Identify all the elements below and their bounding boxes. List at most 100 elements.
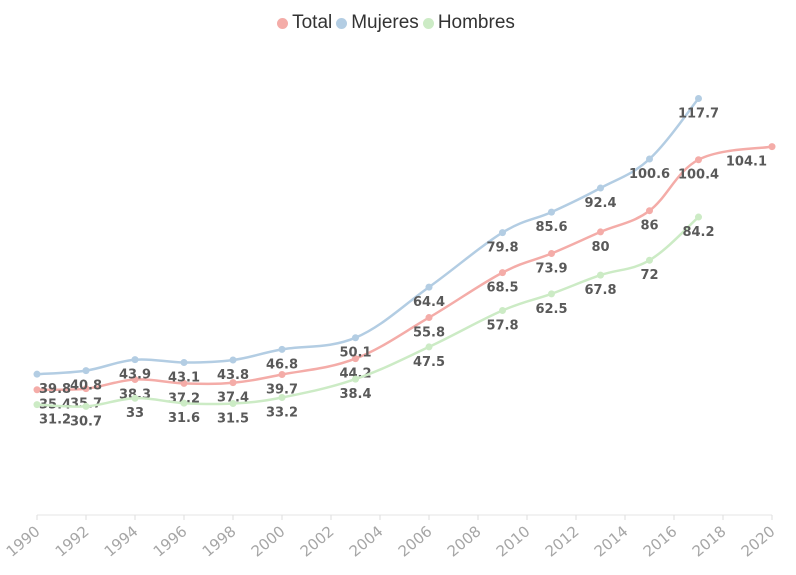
data-label-hombres: 33.2 <box>266 406 298 421</box>
data-label-hombres: 84.2 <box>682 225 714 240</box>
data-point-total <box>768 143 776 151</box>
x-tick-label: 2018 <box>689 522 730 560</box>
data-label-hombres: 30.7 <box>70 414 102 429</box>
x-tick-label: 1992 <box>52 522 93 560</box>
data-label-hombres: 72 <box>640 268 658 283</box>
data-point-hombres <box>352 375 359 383</box>
data-point-mujeres <box>597 184 604 192</box>
data-point-mujeres <box>278 345 286 353</box>
legend-label: Total <box>292 12 333 33</box>
data-point-mujeres <box>425 283 433 291</box>
data-point-hombres <box>548 290 555 298</box>
x-tick-label: 1990 <box>3 522 44 560</box>
data-label-mujeres: 92.4 <box>584 196 616 211</box>
data-label-mujeres: 39.8 <box>39 382 71 397</box>
x-tick-label: 1996 <box>150 522 191 560</box>
legend-item-total[interactable]: Total <box>277 12 332 34</box>
data-label-total: 100.4 <box>678 168 719 183</box>
data-label-hombres: 38.4 <box>339 387 371 402</box>
data-point-mujeres <box>548 208 555 216</box>
x-tick-label: 2006 <box>395 522 436 560</box>
data-label-mujeres: 79.8 <box>486 241 518 256</box>
data-point-total <box>499 269 506 277</box>
data-point-mujeres <box>180 358 188 366</box>
data-point-total <box>646 207 653 215</box>
data-point-total <box>131 375 139 383</box>
data-point-total <box>352 355 359 363</box>
x-tick-label: 2010 <box>493 522 534 560</box>
data-point-total <box>278 371 286 379</box>
data-label-mujeres: 40.8 <box>70 379 102 394</box>
data-label-hombres: 31.2 <box>39 413 71 428</box>
legend-label: Hombres <box>437 12 515 33</box>
data-point-hombres <box>82 402 90 410</box>
x-tick-label: 1998 <box>199 522 240 560</box>
data-label-mujeres: 50.1 <box>339 346 371 361</box>
data-label-total: 104.1 <box>726 155 767 170</box>
x-tick-label: 2002 <box>297 522 338 560</box>
data-label-total: 86 <box>640 219 658 234</box>
legend-label: Mujeres <box>351 12 419 33</box>
data-point-mujeres <box>695 95 702 103</box>
data-label-hombres: 67.8 <box>584 283 616 298</box>
x-tick-label: 2020 <box>738 522 779 560</box>
data-point-total <box>548 250 555 258</box>
x-tick-label: 2000 <box>248 522 289 560</box>
data-label-mujeres: 85.6 <box>535 220 567 235</box>
data-label-total: 68.5 <box>486 281 518 296</box>
data-point-hombres <box>646 256 653 264</box>
data-point-mujeres <box>646 155 653 163</box>
data-point-mujeres <box>131 356 139 364</box>
x-tick-label: 2004 <box>346 522 387 560</box>
data-label-total: 80 <box>591 240 609 255</box>
data-point-hombres <box>695 213 702 221</box>
data-point-hombres <box>180 399 188 407</box>
data-point-hombres <box>229 400 237 408</box>
legend-item-hombres[interactable]: Hombres <box>422 12 515 34</box>
data-label-hombres: 33 <box>126 406 144 421</box>
data-label-mujeres: 117.7 <box>678 107 719 122</box>
data-label-mujeres: 100.6 <box>629 167 670 182</box>
legend-swatch <box>336 17 348 29</box>
x-tick-label: 2012 <box>542 522 583 560</box>
series-line-mujeres <box>36 97 700 376</box>
data-point-mujeres <box>229 356 237 364</box>
data-point-hombres <box>597 271 604 279</box>
data-point-hombres <box>425 343 433 351</box>
data-label-mujeres: 46.8 <box>266 357 298 372</box>
data-point-total <box>597 228 604 236</box>
series-line-total <box>36 145 773 392</box>
data-label-total: 73.9 <box>535 262 567 277</box>
x-tick-label: 2014 <box>591 522 632 560</box>
x-tick-label: 2008 <box>444 522 485 560</box>
legend-swatch <box>422 17 434 29</box>
data-label-total: 44.2 <box>339 367 371 382</box>
x-tick-label: 2016 <box>640 522 681 560</box>
data-point-total <box>695 156 702 164</box>
data-point-mujeres <box>499 229 506 237</box>
data-point-total <box>180 379 188 387</box>
data-label-mujeres: 43.9 <box>119 368 151 383</box>
data-point-hombres <box>278 394 286 402</box>
data-point-mujeres <box>82 367 90 375</box>
data-label-hombres: 57.8 <box>486 318 518 333</box>
data-label-total: 39.7 <box>266 383 298 398</box>
data-point-total <box>82 385 90 393</box>
data-point-hombres <box>499 306 506 314</box>
data-point-total <box>229 379 237 387</box>
data-point-total <box>33 386 41 394</box>
data-label-total: 55.8 <box>413 326 445 341</box>
data-point-total <box>425 314 433 322</box>
data-label-hombres: 47.5 <box>413 355 445 370</box>
data-point-hombres <box>131 394 139 402</box>
data-label-mujeres: 43.8 <box>217 368 249 383</box>
data-label-hombres: 31.5 <box>217 412 249 427</box>
data-label-hombres: 31.6 <box>168 411 200 426</box>
data-point-hombres <box>33 401 41 409</box>
x-tick-label: 1994 <box>101 522 142 560</box>
legend-item-mujeres[interactable]: Mujeres <box>336 12 419 34</box>
data-point-mujeres <box>352 334 359 342</box>
data-label-mujeres: 64.4 <box>413 295 445 310</box>
data-label-mujeres: 43.1 <box>168 370 200 385</box>
